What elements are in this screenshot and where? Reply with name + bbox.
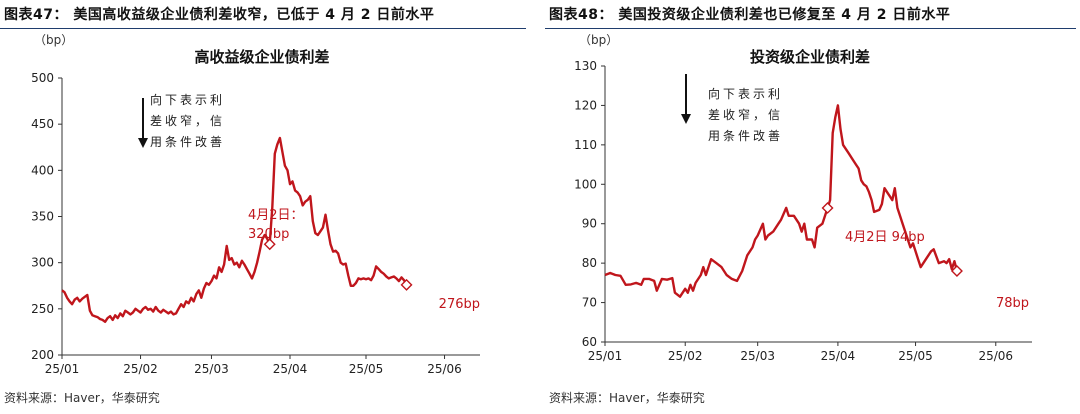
y-tick-label: 250 xyxy=(31,302,54,316)
data-label: 78bp xyxy=(996,296,1029,311)
annotation-text: 用条件改善 xyxy=(708,128,783,143)
data-label: 4月2日 94bp xyxy=(845,230,925,245)
annotation-text: 向下表示利 xyxy=(708,86,783,101)
figure-panel-48: 图表48： 美国投资级企业债利差也已修复至 4 月 2 日前水平 投资级企业债利… xyxy=(545,0,1080,412)
x-tick-label: 25/01 xyxy=(45,362,80,376)
chart-high-yield-spread: 高收益级企业债利差 （bp） 200 250 300 350 400 450 500 25/01 2… xyxy=(31,33,480,376)
x-tick-label: 25/04 xyxy=(273,362,308,376)
x-tick-label: 25/05 xyxy=(349,362,384,376)
x-tick-label: 25/03 xyxy=(194,362,229,376)
y-axis-label: （bp） xyxy=(579,33,618,47)
series-line xyxy=(604,104,959,298)
x-tick-label: 25/02 xyxy=(668,349,703,363)
annotation-text: 用条件改善 xyxy=(150,134,225,149)
series-line xyxy=(61,136,408,323)
marker-diamond xyxy=(950,265,963,278)
y-axis-label: （bp） xyxy=(34,33,73,47)
x-tick-label: 25/02 xyxy=(123,362,158,376)
title-rule xyxy=(0,28,526,29)
data-label: 276bp xyxy=(439,297,480,312)
y-tick-label: 70 xyxy=(582,296,597,310)
y-tick-label: 300 xyxy=(31,256,54,270)
x-tick-label: 25/01 xyxy=(588,349,623,363)
source-note: 资料来源：Haver，华泰研究 xyxy=(4,391,160,405)
x-tick-label: 25/04 xyxy=(821,349,856,363)
annotation-text: 向下表示利 xyxy=(150,92,225,107)
data-label: 320bp xyxy=(248,227,289,242)
y-tick-label: 110 xyxy=(574,138,597,152)
figure-title: 图表48： 美国投资级企业债利差也已修复至 4 月 2 日前水平 xyxy=(549,7,951,23)
marker-diamond xyxy=(263,238,276,251)
marker-diamond xyxy=(821,201,834,214)
annotation-text: 差收窄，信 xyxy=(150,113,225,128)
x-tick-label: 25/06 xyxy=(978,349,1013,363)
y-tick-label: 60 xyxy=(582,335,597,349)
x-tick-label: 25/05 xyxy=(898,349,933,363)
chart-title: 高收益级企业债利差 xyxy=(194,48,329,66)
arrow-head xyxy=(681,114,691,124)
annotation-text: 差收窄，信 xyxy=(708,107,783,122)
x-tick-label: 25/03 xyxy=(740,349,775,363)
y-tick-label: 400 xyxy=(31,163,54,177)
y-tick-label: 130 xyxy=(574,59,597,73)
arrow-head xyxy=(138,138,148,148)
title-rule xyxy=(545,28,1076,29)
y-tick-label: 500 xyxy=(31,71,54,85)
y-tick-label: 90 xyxy=(582,217,597,231)
data-label: 4月2日： xyxy=(248,208,304,223)
y-tick-label: 350 xyxy=(31,210,54,224)
chart-investment-grade-spread: 投资级企业债利差 （bp） 60 70 80 90 100 110 120 130 25/01 25/… xyxy=(574,33,1032,363)
y-tick-label: 100 xyxy=(574,177,597,191)
y-tick-label: 450 xyxy=(31,117,54,131)
y-tick-label: 200 xyxy=(31,348,54,362)
y-tick-label: 120 xyxy=(574,98,597,112)
chart-title: 投资级企业债利差 xyxy=(750,48,870,66)
figure-panel-47: 图表47： 美国高收益级企业债利差收窄，已低于 4 月 2 日前水平 高收益级企… xyxy=(0,0,530,412)
figure-title: 图表47： 美国高收益级企业债利差收窄，已低于 4 月 2 日前水平 xyxy=(4,7,435,23)
source-note: 资料来源：Haver，华泰研究 xyxy=(549,391,705,405)
y-tick-label: 80 xyxy=(582,256,597,270)
marker-diamond xyxy=(400,278,413,291)
x-tick-label: 25/06 xyxy=(427,362,462,376)
